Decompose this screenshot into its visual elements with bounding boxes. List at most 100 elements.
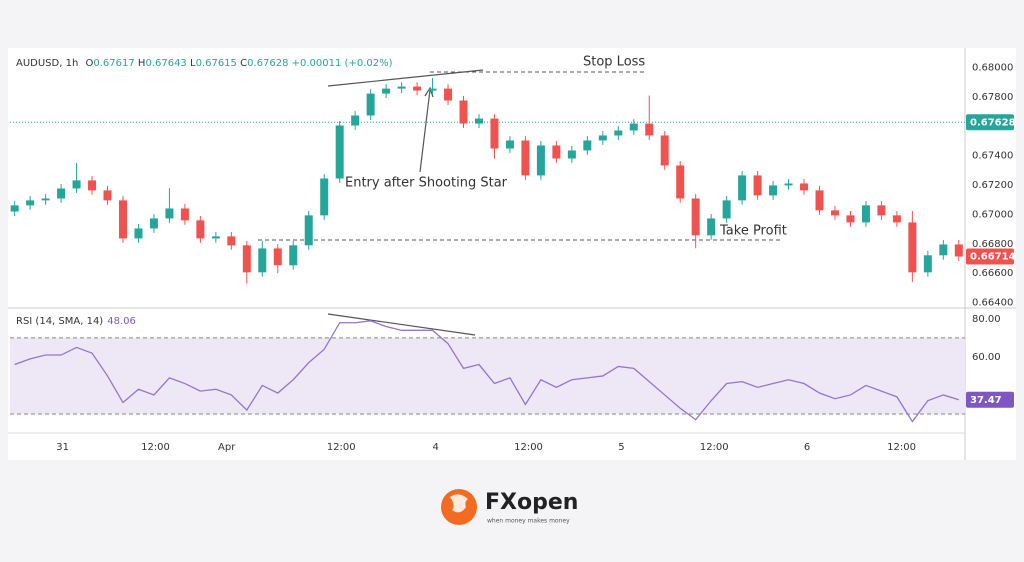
candle-body — [320, 178, 329, 216]
logo-tagline: when money makes money — [487, 518, 570, 525]
candle-body — [26, 200, 35, 206]
candle-body — [366, 93, 375, 116]
y-tick-label: 0.66800 — [972, 239, 1013, 250]
rsi-trend-line — [327, 313, 476, 336]
candle-body — [645, 123, 654, 136]
candle-body — [769, 185, 778, 196]
x-tick-label: 12:00 — [327, 442, 356, 453]
candle-body — [335, 125, 344, 179]
candle-body — [892, 215, 901, 223]
candle-body — [459, 100, 468, 124]
rsi-title: RSI (14, SMA, 14) — [16, 316, 104, 327]
logo-name: FXopen — [485, 490, 578, 515]
x-tick-label: 12:00 — [141, 442, 170, 453]
candle-body — [242, 245, 251, 273]
candle-body — [273, 248, 282, 266]
change: +0.00011 (+0.02%) — [291, 58, 393, 69]
x-tick-label: 31 — [56, 442, 69, 453]
x-tick-label: 12:00 — [887, 442, 916, 453]
y-tick-label: 0.66600 — [972, 268, 1013, 279]
x-tick-label: Apr — [218, 442, 236, 453]
rsi-last-label-box — [966, 391, 1014, 408]
candle-body — [521, 140, 530, 176]
candle-body — [103, 190, 112, 201]
candle-body — [830, 210, 839, 216]
y-tick-label: 0.66400 — [972, 298, 1013, 309]
candle-body — [413, 86, 422, 91]
candle-body — [490, 118, 499, 149]
candle-body — [505, 140, 514, 149]
candle-body — [815, 190, 824, 211]
x-tick-label: 12:00 — [514, 442, 543, 453]
candle-body — [180, 208, 189, 221]
ohlc-value: 0.67617 — [93, 58, 135, 69]
candle-body — [939, 244, 948, 256]
candle-body — [196, 220, 205, 239]
rsi-last-label: 37.47 — [970, 395, 1002, 406]
candle-body — [351, 115, 360, 126]
candle-body — [72, 180, 81, 189]
candle-body — [629, 123, 638, 131]
candle-body — [614, 130, 623, 136]
ohlc-value: 0.67643 — [145, 58, 187, 69]
ohlc-key: O — [85, 58, 94, 69]
ohlc-value: 0.67615 — [195, 58, 237, 69]
logo-glyph — [450, 494, 468, 513]
candle-body — [923, 255, 932, 273]
current-price-label: 0.67628 — [970, 117, 1016, 128]
ohlc-key: L — [189, 58, 196, 69]
x-tick-label: 5 — [618, 442, 624, 453]
candle-body — [908, 222, 917, 273]
candle-body — [536, 145, 545, 176]
candle-body — [57, 188, 66, 199]
current-price-label-box — [966, 114, 1014, 131]
entry-arrow — [419, 89, 431, 173]
candle-body — [552, 145, 561, 159]
candle-body — [846, 215, 855, 223]
candle-body — [877, 205, 886, 216]
candle-body — [738, 175, 747, 201]
candle-body — [722, 200, 731, 219]
candle-body — [88, 180, 97, 191]
candle-body — [118, 200, 127, 239]
candle-body — [707, 218, 716, 236]
candle-body — [289, 245, 298, 266]
arrow-head — [424, 86, 434, 98]
candle-body — [753, 175, 762, 196]
y-tick-label: 0.67200 — [972, 180, 1013, 191]
candle-body — [227, 236, 236, 246]
stop-loss-label: Stop Loss — [583, 55, 645, 70]
candle-body — [598, 135, 607, 141]
candle-body — [444, 88, 453, 101]
rsi-header: RSI (14, SMA, 14) 48.06 — [16, 316, 136, 327]
candle-body — [149, 218, 158, 229]
y-tick-label: 0.68000 — [972, 63, 1013, 74]
ohlc-key: C — [240, 58, 248, 69]
candle-body — [660, 135, 669, 166]
entry-label: Entry after Shooting Star — [345, 176, 508, 191]
candle-body — [397, 86, 406, 89]
candle-body — [382, 88, 391, 94]
candle-body — [567, 150, 576, 159]
x-tick-label: 6 — [804, 442, 810, 453]
candle-body — [583, 140, 592, 151]
symbol-header: AUDUSD, 1h O0.67617 H0.67643 L0.67615 C0… — [16, 58, 393, 69]
candle-body — [800, 183, 809, 191]
trend-line — [327, 69, 484, 87]
x-tick-label: 4 — [432, 442, 438, 453]
x-tick-label: 12:00 — [700, 442, 729, 453]
symbol: AUDUSD, 1h — [16, 58, 79, 69]
y-tick-label: 0.67800 — [972, 92, 1013, 103]
y-tick-label: 0.67000 — [972, 209, 1013, 220]
candle-body — [10, 205, 19, 212]
candle-body — [954, 244, 963, 257]
candle-body — [474, 118, 483, 124]
rsi-current: 48.06 — [107, 316, 136, 327]
ohlc-value: 0.67628 — [247, 58, 289, 69]
candle-body — [676, 165, 685, 199]
candle-body — [165, 208, 174, 219]
candle-body — [211, 236, 220, 239]
last-price-label-box — [966, 248, 1014, 265]
